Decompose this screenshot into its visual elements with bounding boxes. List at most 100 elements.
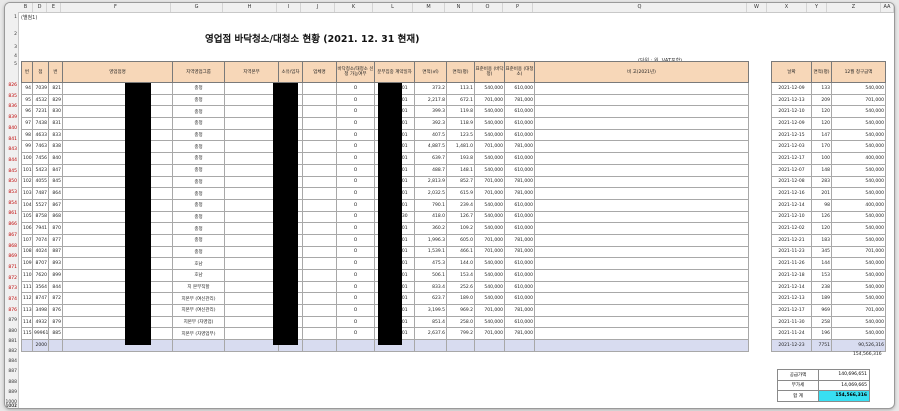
table-cell[interactable]: 239.4: [446, 198, 475, 212]
table-cell[interactable]: 790.1: [414, 198, 447, 212]
table-cell[interactable]: 2021-12-17: [771, 304, 812, 317]
table-cell[interactable]: 701,000: [831, 304, 886, 317]
total-cell[interactable]: [302, 339, 337, 352]
table-cell[interactable]: 999614: [32, 327, 49, 341]
table-cell[interactable]: 610,000: [504, 257, 535, 270]
table-cell[interactable]: 864: [48, 187, 63, 200]
table-cell[interactable]: 1,996.3: [414, 233, 447, 247]
table-cell[interactable]: 701,000: [831, 245, 886, 259]
table-cell[interactable]: [302, 233, 337, 247]
table-cell[interactable]: 400,000: [831, 198, 886, 212]
table-cell[interactable]: 540,000: [831, 292, 886, 306]
table-cell[interactable]: [62, 175, 173, 189]
table-cell[interactable]: [62, 280, 173, 294]
table-cell[interactable]: [224, 245, 279, 259]
row-number[interactable]: 871: [8, 264, 17, 270]
table-cell[interactable]: 충청: [172, 175, 225, 189]
table-cell[interactable]: 821: [48, 82, 63, 95]
table-cell[interactable]: [62, 245, 173, 259]
row-number[interactable]: 881: [8, 338, 17, 344]
table-cell[interactable]: 112: [21, 292, 33, 306]
table-cell[interactable]: 418.0: [414, 210, 447, 224]
row-number[interactable]: 867: [8, 232, 17, 238]
column-letter[interactable]: L: [373, 3, 413, 12]
table-cell[interactable]: 7487: [32, 187, 49, 200]
table-cell[interactable]: 120: [811, 117, 832, 130]
table-cell[interactable]: 4055: [32, 175, 49, 189]
total-area[interactable]: 7751: [811, 339, 832, 352]
table-cell[interactable]: 충청: [172, 245, 225, 259]
table-cell[interactable]: 969.2: [446, 304, 475, 317]
row-number[interactable]: 889: [8, 389, 17, 395]
table-cell[interactable]: [302, 93, 337, 107]
table-cell[interactable]: [302, 280, 337, 294]
column-letter[interactable]: M: [413, 3, 445, 12]
table-cell[interactable]: 540,000: [474, 292, 505, 306]
table-cell[interactable]: 829: [48, 93, 63, 107]
table-cell[interactable]: 충청: [172, 198, 225, 212]
table-cell[interactable]: 충청: [172, 128, 225, 142]
table-cell[interactable]: 115: [21, 327, 33, 341]
table-cell[interactable]: 845: [48, 175, 63, 189]
table-cell[interactable]: 153: [811, 269, 832, 282]
table-cell[interactable]: 4024: [32, 245, 49, 259]
table-cell[interactable]: 8707: [32, 257, 49, 270]
total-cell[interactable]: [336, 339, 375, 352]
table-cell[interactable]: O: [336, 257, 375, 270]
table-cell[interactable]: [534, 93, 749, 107]
table-cell[interactable]: O: [336, 117, 375, 130]
table-cell[interactable]: [224, 128, 279, 142]
table-cell[interactable]: O: [336, 163, 375, 177]
total-cell[interactable]: [446, 339, 475, 352]
table-cell[interactable]: 196: [811, 327, 832, 341]
table-cell[interactable]: 868: [48, 210, 63, 224]
table-cell[interactable]: 2,217.8: [414, 93, 447, 107]
table-cell[interactable]: 105: [21, 210, 33, 224]
table-cell[interactable]: 610,000: [504, 105, 535, 119]
table-cell[interactable]: O: [336, 222, 375, 235]
table-cell[interactable]: 충청: [172, 222, 225, 235]
table-cell[interactable]: 2021-11-24: [771, 327, 812, 341]
row-number[interactable]: 853: [8, 190, 17, 195]
table-cell[interactable]: [62, 152, 173, 165]
table-cell[interactable]: 701,000: [474, 175, 505, 189]
table-cell[interactable]: 2021-12-09: [771, 82, 812, 95]
table-cell[interactable]: 851.4: [414, 315, 447, 329]
table-cell[interactable]: 283: [811, 175, 832, 189]
table-cell[interactable]: 781,000: [504, 245, 535, 259]
column-letter[interactable]: W: [747, 3, 767, 12]
table-cell[interactable]: 7438: [32, 117, 49, 130]
row-number[interactable]: 1001: [5, 404, 17, 409]
table-cell[interactable]: 781,000: [504, 187, 535, 200]
table-cell[interactable]: 2021-12-21: [771, 233, 812, 247]
table-cell[interactable]: 781,000: [504, 304, 535, 317]
table-cell[interactable]: [302, 257, 337, 270]
row-number[interactable]: 1000: [5, 400, 17, 405]
table-cell[interactable]: 781,000: [504, 327, 535, 341]
table-cell[interactable]: 847: [48, 163, 63, 177]
table-cell[interactable]: 1,481.0: [446, 140, 475, 154]
table-cell[interactable]: [62, 163, 173, 177]
table-cell[interactable]: [224, 198, 279, 212]
table-cell[interactable]: 540,000: [474, 222, 505, 235]
table-cell[interactable]: [302, 152, 337, 165]
table-cell[interactable]: 94: [21, 82, 33, 95]
table-cell[interactable]: [534, 233, 749, 247]
total-date[interactable]: 2021-12-23: [771, 339, 812, 352]
row-number[interactable]: 5: [14, 62, 17, 67]
table-cell[interactable]: 701,000: [474, 187, 505, 200]
column-letter[interactable]: F: [61, 3, 171, 12]
column-letter[interactable]: H: [223, 3, 277, 12]
table-cell[interactable]: [302, 269, 337, 282]
table-cell[interactable]: 98: [21, 128, 33, 142]
table-cell[interactable]: [534, 117, 749, 130]
table-cell[interactable]: 610,000: [504, 292, 535, 306]
table-cell[interactable]: 2021-12-17: [771, 152, 812, 165]
table-cell[interactable]: 123.5: [446, 128, 475, 142]
table-cell[interactable]: [302, 175, 337, 189]
table-cell[interactable]: 118.9: [446, 117, 475, 130]
table-cell[interactable]: 153.4: [446, 269, 475, 282]
table-cell[interactable]: [302, 304, 337, 317]
table-cell[interactable]: 831: [48, 117, 63, 130]
table-cell[interactable]: [534, 280, 749, 294]
